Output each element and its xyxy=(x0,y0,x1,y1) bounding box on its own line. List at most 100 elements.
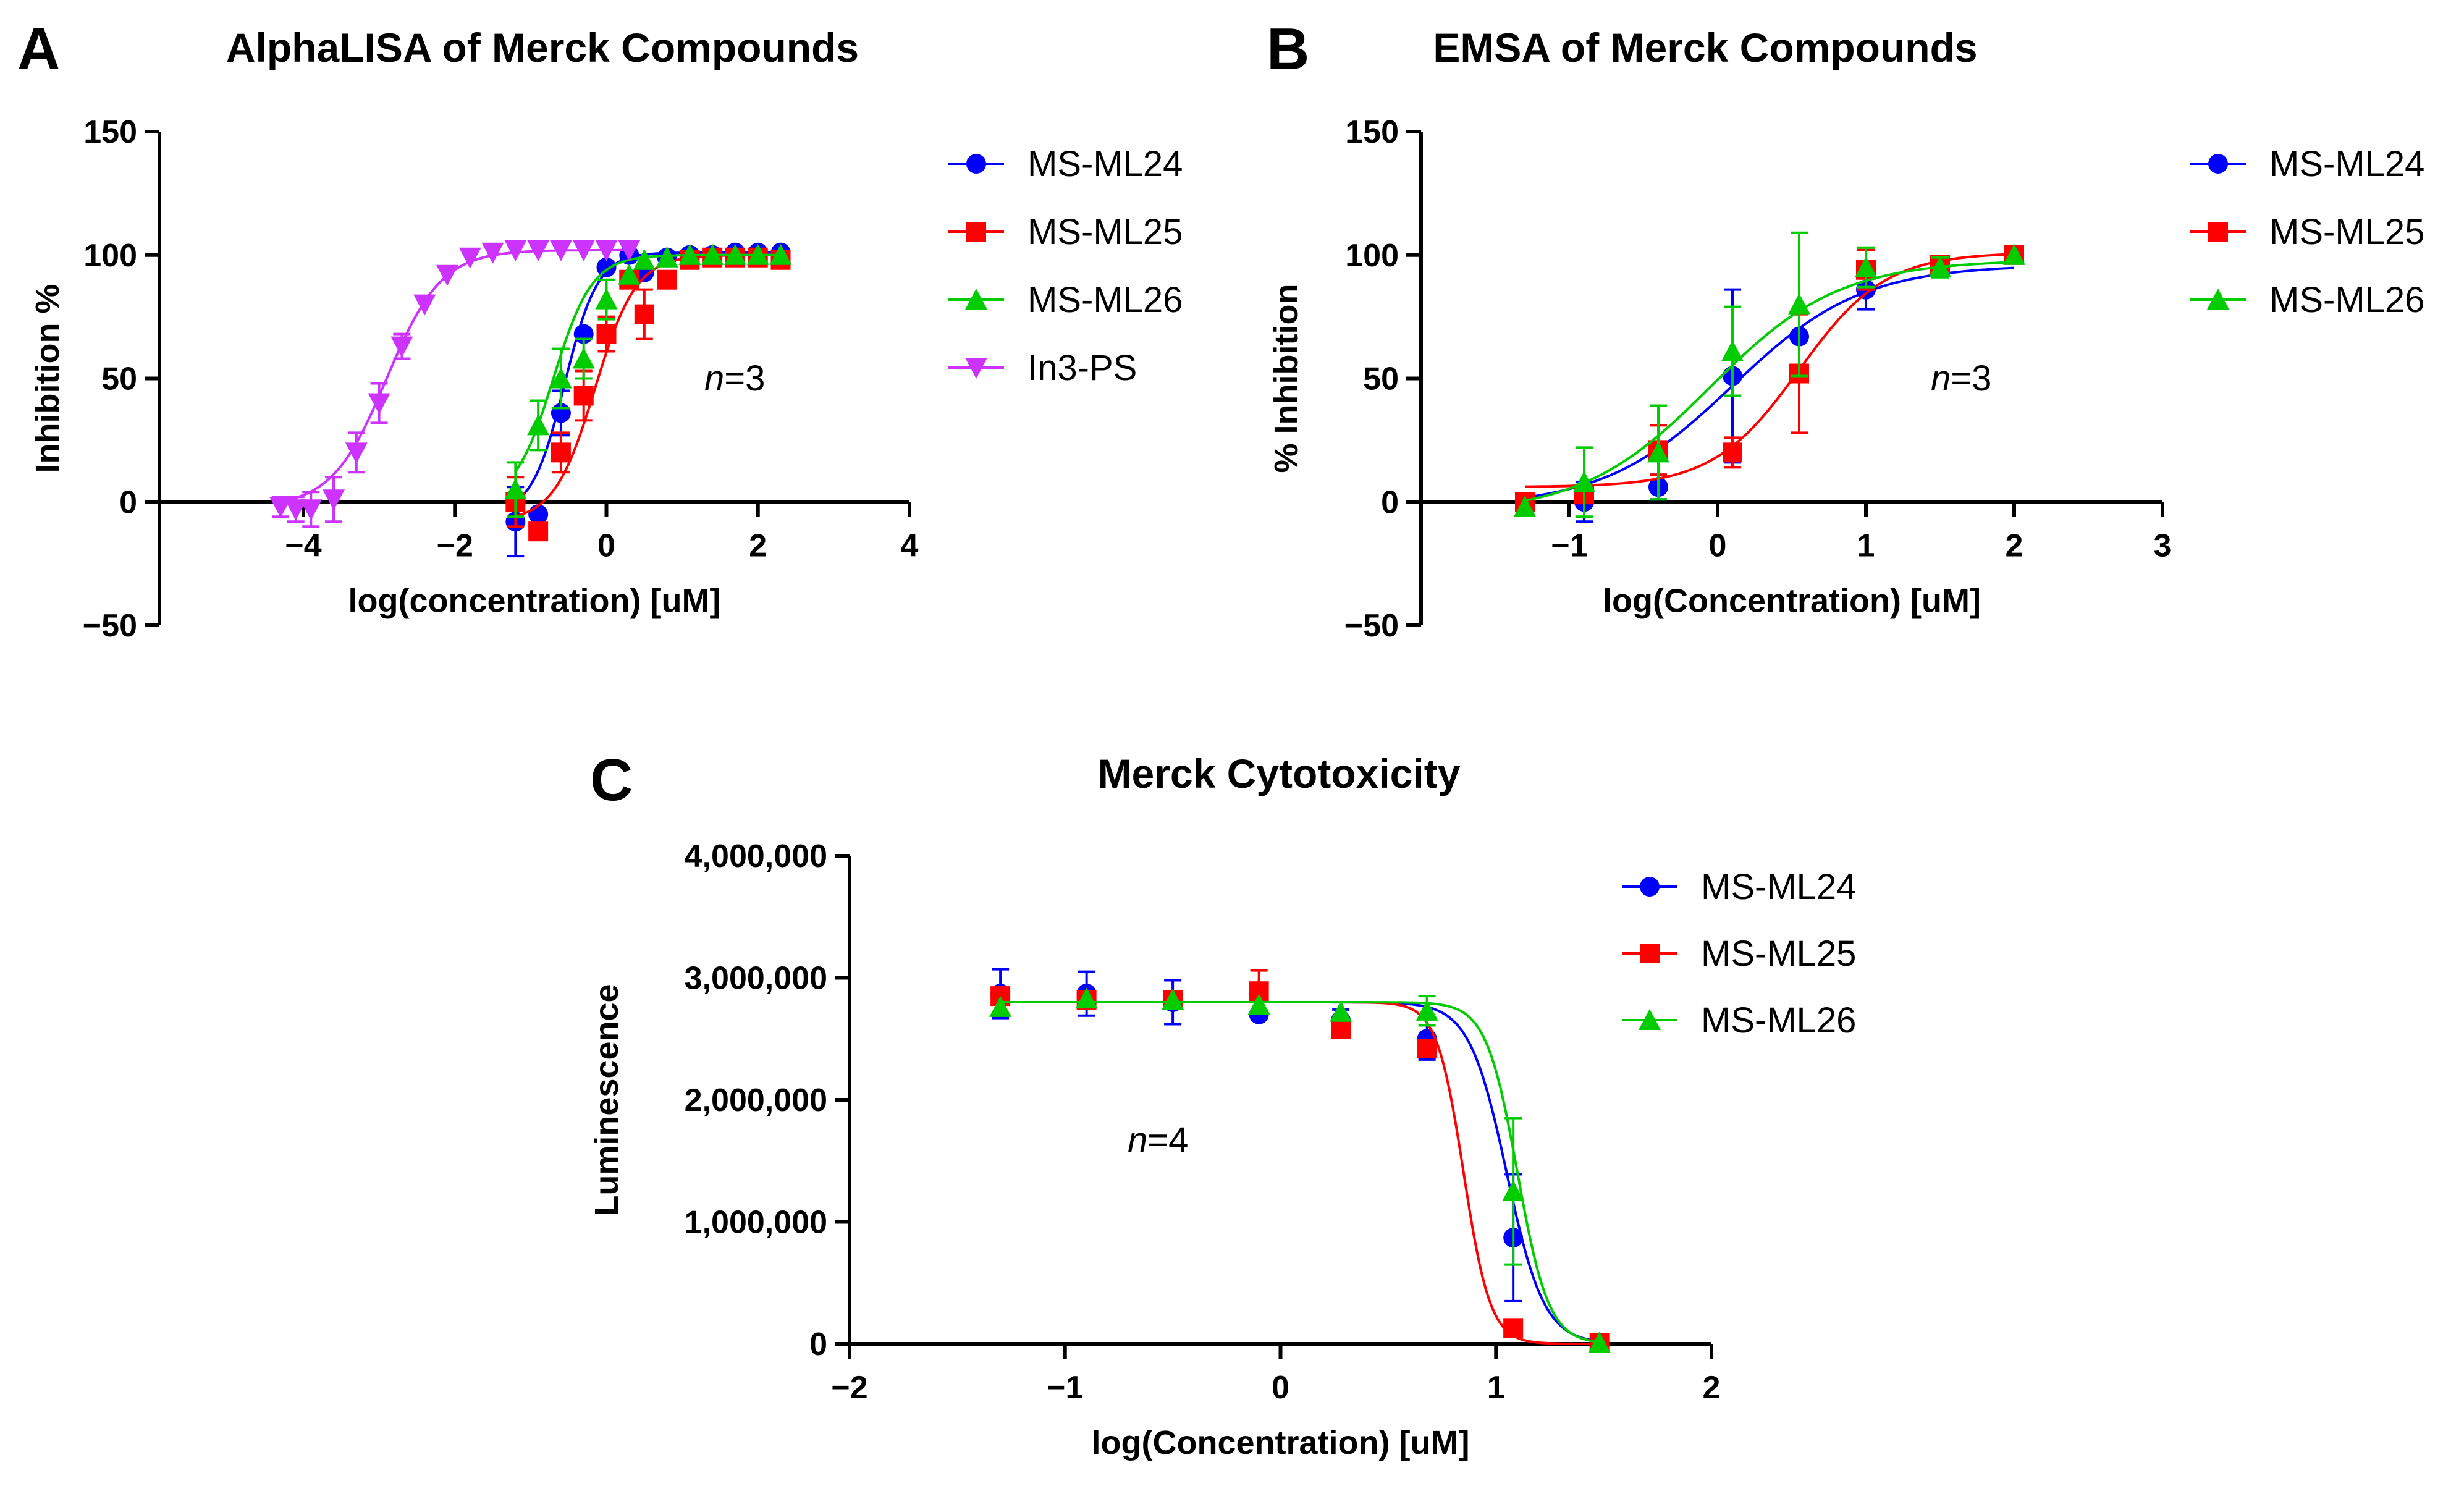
y-tick-label: 2,000,000 xyxy=(685,1083,827,1118)
fit-curve xyxy=(1524,261,2015,502)
data-point xyxy=(1588,1332,1611,1353)
x-axis-label: log(Concentration) [uM] xyxy=(1603,582,1981,619)
n-italic: n xyxy=(704,358,724,399)
legend-item: MS-ML24 xyxy=(2190,144,2424,184)
legend-marker xyxy=(1640,944,1660,963)
legend-marker xyxy=(1640,877,1660,897)
x-tick-label: 1 xyxy=(1857,528,1875,564)
data-point xyxy=(1502,1180,1525,1202)
y-tick-label: 0 xyxy=(809,1327,827,1362)
panel-b: B EMSA of Merck Compounds −50 0 50 100 150 −1 0 1… xyxy=(1267,16,2424,644)
y-tick-label: 50 xyxy=(101,361,137,397)
legend-label: MS-ML26 xyxy=(1701,1000,1856,1041)
data-point xyxy=(368,393,390,415)
n-annotation: n=3 xyxy=(704,358,765,399)
data-point xyxy=(436,264,458,286)
x-tick-label: 0 xyxy=(1272,1370,1289,1406)
chart-title: AlphaLISA of Merck Compounds xyxy=(226,25,859,70)
data-point xyxy=(323,489,345,511)
data-point xyxy=(596,257,617,277)
legend-item: MS-ML26 xyxy=(948,280,1183,320)
legend-label: MS-ML24 xyxy=(2269,144,2424,184)
y-tick-label: 100 xyxy=(1345,238,1399,274)
data-point xyxy=(504,240,527,261)
data-point xyxy=(528,504,549,525)
y-tick-label: 0 xyxy=(119,484,137,520)
y-tick-label: 4,000,000 xyxy=(685,838,827,874)
data-point xyxy=(1788,293,1810,315)
data-point xyxy=(989,995,1012,1017)
y-tick-label: −50 xyxy=(83,608,137,644)
data-point xyxy=(572,347,595,369)
data-point xyxy=(2003,243,2025,265)
data-point xyxy=(1721,340,1744,361)
x-axis-label: log(concentration) [uM] xyxy=(348,582,721,619)
data-point xyxy=(1075,987,1098,1009)
y-axis-label: Luminescence xyxy=(588,984,625,1215)
legend-label: MS-ML26 xyxy=(1027,280,1183,320)
x-axis-label: log(Concentration) [uM] xyxy=(1092,1424,1470,1461)
data-point xyxy=(481,242,504,264)
data-point xyxy=(1855,256,1877,277)
n-value: =3 xyxy=(724,358,765,399)
legend-marker xyxy=(2208,222,2228,242)
data-point xyxy=(1162,989,1184,1010)
data-point xyxy=(633,248,656,270)
panel-letter: B xyxy=(1267,16,1309,82)
data-point xyxy=(527,240,550,261)
n-annotation: n=4 xyxy=(1128,1120,1188,1160)
data-point xyxy=(618,240,641,261)
legend-item: MS-ML26 xyxy=(1622,1000,1856,1041)
data-point xyxy=(528,521,549,542)
panel-a: A AlphaLISA of Merck Compounds −50 0 50 100 15… xyxy=(17,16,1183,644)
legend-item: MS-ML26 xyxy=(2190,280,2424,320)
data-point xyxy=(284,499,307,521)
data-point xyxy=(551,442,571,463)
data-point xyxy=(1573,471,1595,492)
legend-item: In3-PS xyxy=(948,348,1137,388)
data-point xyxy=(1417,1039,1437,1059)
legend-item: MS-ML24 xyxy=(1622,867,1856,907)
y-tick-label: 1,000,000 xyxy=(685,1205,827,1241)
legend-item: MS-ML25 xyxy=(948,212,1183,252)
y-tick-label: 3,000,000 xyxy=(685,961,827,997)
data-point xyxy=(596,324,617,344)
x-tick-label: 3 xyxy=(2154,528,2172,564)
y-tick-label: 0 xyxy=(1381,484,1399,520)
legend-label: MS-ML25 xyxy=(1027,212,1183,252)
data-point xyxy=(300,499,323,521)
y-axis-label: Inhibition % xyxy=(29,284,66,473)
y-tick-label: 150 xyxy=(83,114,137,150)
x-tick-label: −2 xyxy=(437,528,473,564)
data-point xyxy=(657,269,677,290)
data-point xyxy=(618,263,641,285)
n-value: =4 xyxy=(1147,1120,1188,1160)
legend-label: In3-PS xyxy=(1027,348,1137,388)
panel-c: C Merck Cytotoxicity 0 1,000,000 2,000,000 3,… xyxy=(588,747,1856,1461)
data-point xyxy=(1247,993,1270,1015)
data-point xyxy=(1416,999,1438,1021)
data-point xyxy=(701,243,724,265)
data-point xyxy=(573,386,594,406)
legend-marker xyxy=(966,154,986,174)
x-tick-label: 2 xyxy=(2006,528,2023,564)
series-ms-ml26 xyxy=(504,243,792,518)
data-point xyxy=(724,243,746,265)
panel-letter: C xyxy=(590,747,633,813)
legend-item: MS-ML24 xyxy=(948,144,1183,184)
data-point xyxy=(746,243,769,265)
data-point xyxy=(1330,1000,1352,1022)
legend-item: MS-ML25 xyxy=(1622,934,1856,974)
data-point xyxy=(1929,256,1951,277)
legend-label: MS-ML24 xyxy=(1027,144,1183,184)
legend-marker xyxy=(966,222,986,242)
fit-curve xyxy=(1000,1001,1600,1344)
legend-label: MS-ML26 xyxy=(2269,280,2424,320)
data-point xyxy=(549,240,572,261)
x-tick-label: 4 xyxy=(901,528,919,564)
data-point xyxy=(390,336,413,358)
data-point xyxy=(527,414,550,436)
x-tick-label: 0 xyxy=(597,528,615,564)
y-tick-label: 100 xyxy=(83,238,137,274)
